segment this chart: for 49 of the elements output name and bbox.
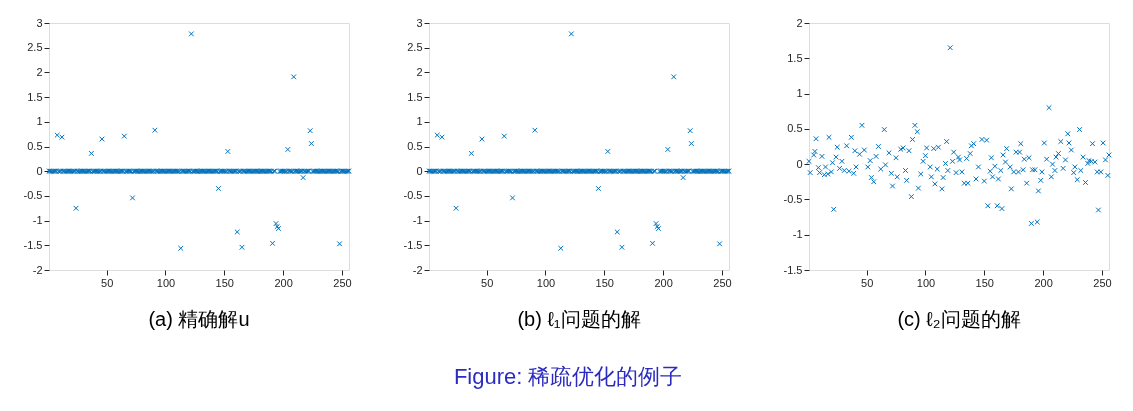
y-tick-label: 2 [796, 16, 803, 29]
y-tick-label: 3 [36, 16, 43, 29]
y-tick-label: -2 [32, 263, 43, 276]
x-tick-label: 250 [713, 276, 732, 289]
x-tick-label: 50 [101, 276, 114, 289]
x-tick-label: 200 [274, 276, 293, 289]
x-tick-label: 100 [536, 276, 556, 289]
y-tick-label: 0 [36, 164, 43, 177]
y-tick-label: 1 [796, 87, 803, 100]
x-tick-label: 250 [333, 276, 352, 289]
y-tick-label: -0.5 [23, 189, 43, 202]
x-tick-label: 150 [595, 276, 614, 289]
y-tick-label: -1.5 [783, 263, 803, 276]
x-tick-label: 150 [975, 276, 994, 289]
y-tick-label: -1.5 [23, 238, 43, 251]
y-tick-label: 2.5 [27, 41, 43, 54]
y-tick-label: 0 [416, 164, 423, 177]
y-tick-label: 2 [416, 65, 423, 78]
y-tick-label: 2 [36, 65, 43, 78]
y-tick-label: 0.5 [27, 140, 43, 152]
y-tick-label: 2.5 [407, 41, 423, 54]
x-tick-label: 250 [1093, 276, 1112, 289]
x-tick-label: 200 [1034, 276, 1053, 289]
x-tick-label: 150 [215, 276, 234, 289]
text: (a) 精确解u [148, 308, 250, 330]
y-tick-label: 0 [796, 157, 803, 170]
y-tick-label: -1.5 [403, 238, 423, 251]
y-tick-label: -0.5 [403, 189, 423, 202]
y-tick-label: -2 [412, 263, 423, 276]
y-tick-label: 1.5 [407, 90, 423, 103]
y-tick-label: 1.5 [787, 51, 803, 64]
x-tick-label: 200 [654, 276, 673, 289]
y-tick-label: 0.5 [407, 140, 423, 152]
y-tick-label: 3 [416, 16, 423, 29]
y-tick-label: 1 [36, 115, 43, 128]
y-tick-label: 1 [416, 115, 423, 128]
x-tick-label: 100 [156, 276, 176, 289]
x-tick-label: 50 [861, 276, 874, 289]
y-tick-label: -1 [32, 214, 43, 227]
y-tick-label: 0.5 [787, 122, 803, 135]
text: Figure: 稀疏优化的例子 [453, 363, 683, 389]
y-tick-label: -1 [792, 228, 803, 241]
y-tick-label: 1.5 [27, 90, 43, 103]
x-tick-label: 50 [481, 276, 494, 289]
x-tick-label: 100 [916, 276, 936, 289]
y-tick-label: -0.5 [783, 192, 803, 205]
text: (b) ℓ₁问题的解 [517, 308, 641, 330]
y-tick-label: -1 [412, 214, 423, 227]
text: (c) ℓ₂问题的解 [897, 308, 1021, 330]
